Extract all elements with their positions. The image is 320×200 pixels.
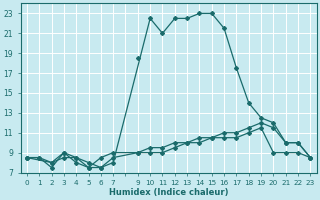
X-axis label: Humidex (Indice chaleur): Humidex (Indice chaleur): [109, 188, 228, 197]
